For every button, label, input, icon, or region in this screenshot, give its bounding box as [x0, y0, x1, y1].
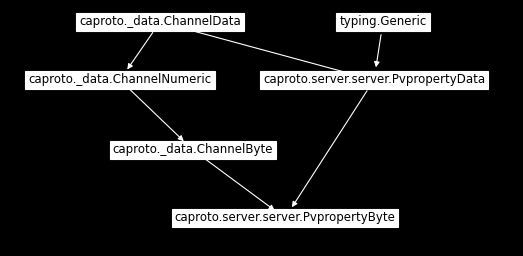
Text: caproto._data.ChannelData: caproto._data.ChannelData [79, 16, 241, 28]
Text: caproto._data.ChannelByte: caproto._data.ChannelByte [113, 144, 273, 156]
Text: caproto.server.server.PvpropertyData: caproto.server.server.PvpropertyData [263, 73, 485, 87]
Text: caproto.server.server.PvpropertyByte: caproto.server.server.PvpropertyByte [175, 211, 395, 225]
Text: typing.Generic: typing.Generic [339, 16, 427, 28]
Text: caproto._data.ChannelNumeric: caproto._data.ChannelNumeric [28, 73, 212, 87]
